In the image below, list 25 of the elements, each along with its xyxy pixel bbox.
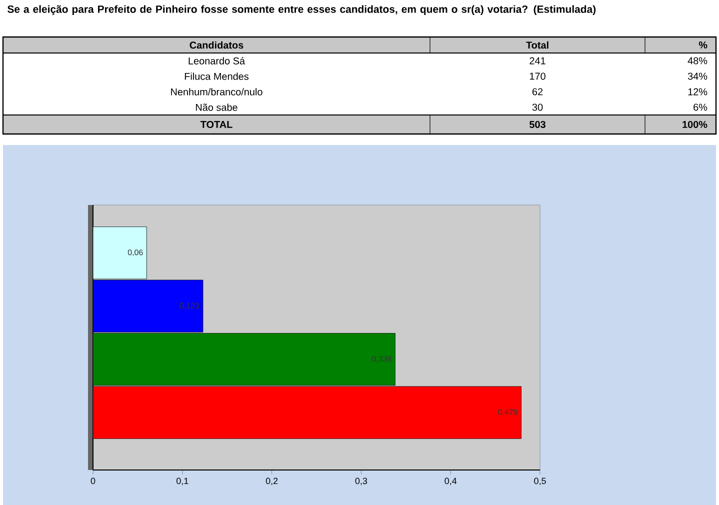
text: 503 bbox=[530, 120, 546, 128]
x-tick-label: 0,1 bbox=[176, 478, 188, 486]
x-tick-label: 0,2 bbox=[266, 478, 278, 486]
text: 170 bbox=[530, 72, 546, 80]
text: TOTAL bbox=[200, 120, 232, 128]
text: Nenhum/branco/nulo bbox=[171, 88, 262, 96]
text: 62 bbox=[532, 88, 543, 96]
text: 48% bbox=[688, 57, 708, 64]
text: 30 bbox=[532, 104, 543, 111]
text: 100% bbox=[682, 120, 708, 128]
x-tick-label: 0,5 bbox=[534, 478, 546, 486]
text: Se a eleição para Prefeito de Pinheiro fosse somente entre esses candidatos, em quem o sr(a) votaria? (Estimulada) bbox=[8, 5, 596, 15]
x-tick-label: 0,3 bbox=[355, 478, 368, 486]
x-tick-label: 0,4 bbox=[444, 478, 457, 486]
text: 34% bbox=[688, 72, 708, 80]
text: Total bbox=[526, 41, 548, 49]
text: % bbox=[698, 41, 708, 48]
text: Filuca Mendes bbox=[184, 72, 249, 80]
text: 6% bbox=[694, 104, 708, 111]
text: 241 bbox=[530, 57, 546, 64]
text: Candidatos bbox=[190, 41, 244, 49]
text: Não sabe bbox=[196, 104, 238, 111]
text: Leonardo Sá bbox=[188, 57, 246, 64]
x-tick-label: 0 bbox=[90, 478, 96, 484]
text: 12% bbox=[688, 88, 708, 96]
